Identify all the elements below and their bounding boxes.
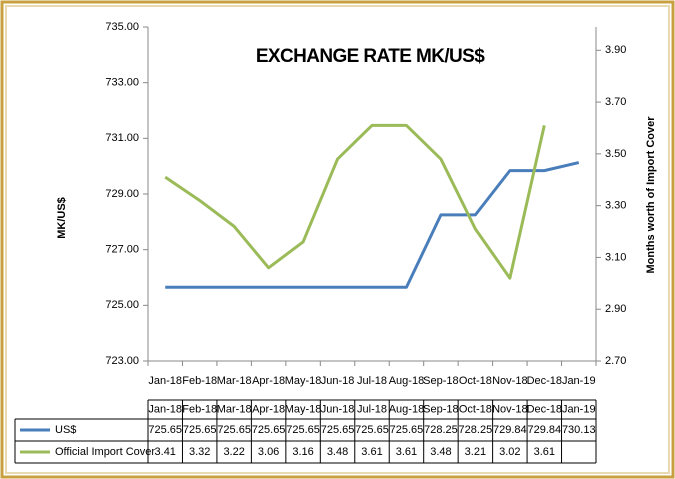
x-tick-label: Jun-18 — [321, 375, 355, 387]
legend-label: US$ — [55, 424, 76, 436]
table-header: Jan-19 — [562, 403, 596, 415]
y2-axis-title: Months worth of Import Cover — [645, 116, 657, 274]
y2-tick-label: 2.70 — [605, 355, 626, 367]
table-cell: 3.22 — [223, 446, 244, 458]
table-cell: 729.84 — [527, 424, 561, 436]
table-cell: 3.41 — [155, 446, 176, 458]
y-axis-title: MK/US$ — [56, 197, 68, 239]
y2-tick-label: 3.30 — [605, 200, 626, 212]
table-header: May-18 — [285, 403, 322, 415]
table-cell: 3.61 — [534, 446, 555, 458]
y-tick-label: 731.00 — [105, 132, 139, 144]
legend-label: Official Import Cover — [55, 446, 155, 458]
table-cell: 3.06 — [258, 446, 279, 458]
y2-tick-label: 3.90 — [605, 44, 626, 56]
x-tick-label: Jan-19 — [562, 375, 596, 387]
table-header: Jul-18 — [357, 403, 387, 415]
x-tick-label: Apr-18 — [252, 375, 285, 387]
table-header: Apr-18 — [252, 403, 285, 415]
table-header: Sep-18 — [423, 403, 458, 415]
table-cell: 725.65 — [217, 424, 251, 436]
table-header: Nov-18 — [492, 403, 527, 415]
table-cell: 3.48 — [430, 446, 451, 458]
table-cell: 729.84 — [493, 424, 527, 436]
table-header: Jun-18 — [321, 403, 355, 415]
table-cell: 725.65 — [321, 424, 355, 436]
table-cell: 3.02 — [499, 446, 520, 458]
series-line — [164, 123, 546, 280]
series-line — [165, 161, 580, 289]
table-cell: 3.61 — [361, 446, 382, 458]
table-header: Dec-18 — [527, 403, 562, 415]
y2-tick-label: 2.90 — [605, 303, 626, 315]
y-tick-label: 725.00 — [105, 299, 139, 311]
table-cell: 3.32 — [189, 446, 210, 458]
x-tick-label: Jan-18 — [148, 375, 182, 387]
x-tick-label: Mar-18 — [217, 375, 252, 387]
y2-tick-label: 3.70 — [605, 96, 626, 108]
x-tick-label: Jul-18 — [357, 375, 387, 387]
table-cell: 725.65 — [355, 424, 389, 436]
y-tick-label: 733.00 — [105, 77, 139, 89]
y2-tick-label: 3.50 — [605, 148, 626, 160]
table-header: Mar-18 — [217, 403, 252, 415]
x-tick-label: May-18 — [285, 375, 322, 387]
frame-inner — [5, 5, 670, 474]
table-header: Aug-18 — [389, 403, 424, 415]
x-tick-label: Sep-18 — [423, 375, 458, 387]
table-cell: 725.65 — [148, 424, 182, 436]
y-tick-label: 735.00 — [105, 21, 139, 33]
table-cell: 3.61 — [396, 446, 417, 458]
table-header: Oct-18 — [459, 403, 492, 415]
table-cell: 730.13 — [562, 424, 596, 436]
table-cell: 728.25 — [424, 424, 458, 436]
y-tick-label: 729.00 — [105, 188, 139, 200]
y-tick-label: 723.00 — [105, 355, 139, 367]
y2-tick-label: 3.10 — [605, 251, 626, 263]
x-tick-label: Feb-18 — [182, 375, 217, 387]
y-tick-label: 727.00 — [105, 244, 139, 256]
table-cell: 725.65 — [286, 424, 320, 436]
chart-title: EXCHANGE RATE MK/US$ — [256, 46, 485, 67]
x-tick-label: Oct-18 — [459, 375, 492, 387]
table-header: Jan-18 — [148, 403, 182, 415]
table-cell: 3.48 — [327, 446, 348, 458]
x-tick-label: Dec-18 — [527, 375, 562, 387]
table-cell: 725.65 — [252, 424, 286, 436]
table-cell: 3.21 — [465, 446, 486, 458]
table-cell: 3.16 — [292, 446, 313, 458]
x-tick-label: Aug-18 — [389, 375, 424, 387]
table-cell: 728.25 — [459, 424, 493, 436]
table-cell: 725.65 — [390, 424, 424, 436]
x-tick-label: Nov-18 — [492, 375, 527, 387]
table-cell: 725.65 — [183, 424, 217, 436]
table-header: Feb-18 — [182, 403, 217, 415]
